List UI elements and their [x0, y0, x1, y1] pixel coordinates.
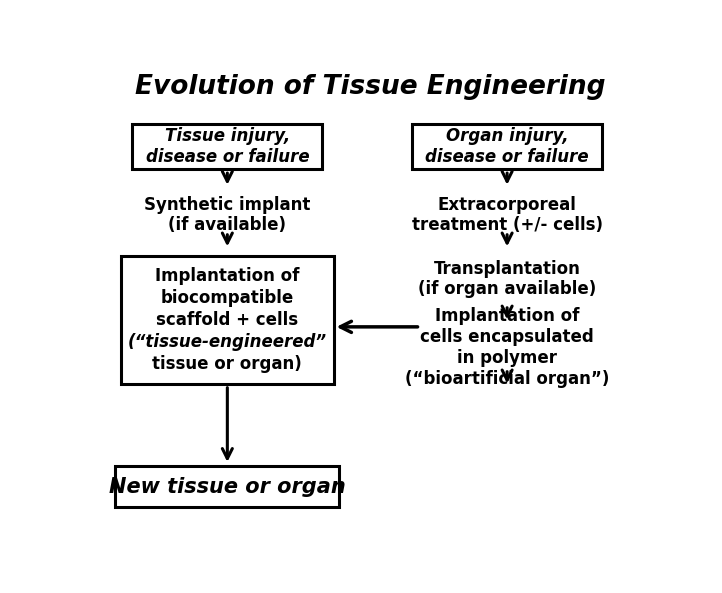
Text: tissue or organ): tissue or organ): [152, 355, 303, 373]
Text: biocompatible: biocompatible: [161, 289, 294, 307]
FancyBboxPatch shape: [132, 124, 323, 170]
FancyBboxPatch shape: [412, 124, 602, 170]
Text: Implantation of: Implantation of: [155, 267, 300, 285]
Text: Synthetic implant
(if available): Synthetic implant (if available): [144, 196, 310, 234]
FancyBboxPatch shape: [121, 256, 334, 384]
Text: New tissue or organ: New tissue or organ: [109, 477, 346, 497]
Text: Organ injury,
disease or failure: Organ injury, disease or failure: [425, 127, 589, 166]
Text: Tissue injury,
disease or failure: Tissue injury, disease or failure: [146, 127, 309, 166]
Text: scaffold + cells: scaffold + cells: [156, 311, 298, 329]
FancyBboxPatch shape: [116, 466, 339, 507]
Text: Extracorporeal
treatment (+/- cells): Extracorporeal treatment (+/- cells): [412, 196, 603, 234]
Text: Evolution of Tissue Engineering: Evolution of Tissue Engineering: [135, 74, 605, 100]
Text: Transplantation
(if organ available): Transplantation (if organ available): [418, 260, 596, 298]
Text: (“tissue-engineered”: (“tissue-engineered”: [128, 333, 327, 351]
Text: Implantation of
cells encapsulated
in polymer
(“bioartificial organ”): Implantation of cells encapsulated in po…: [405, 307, 609, 388]
